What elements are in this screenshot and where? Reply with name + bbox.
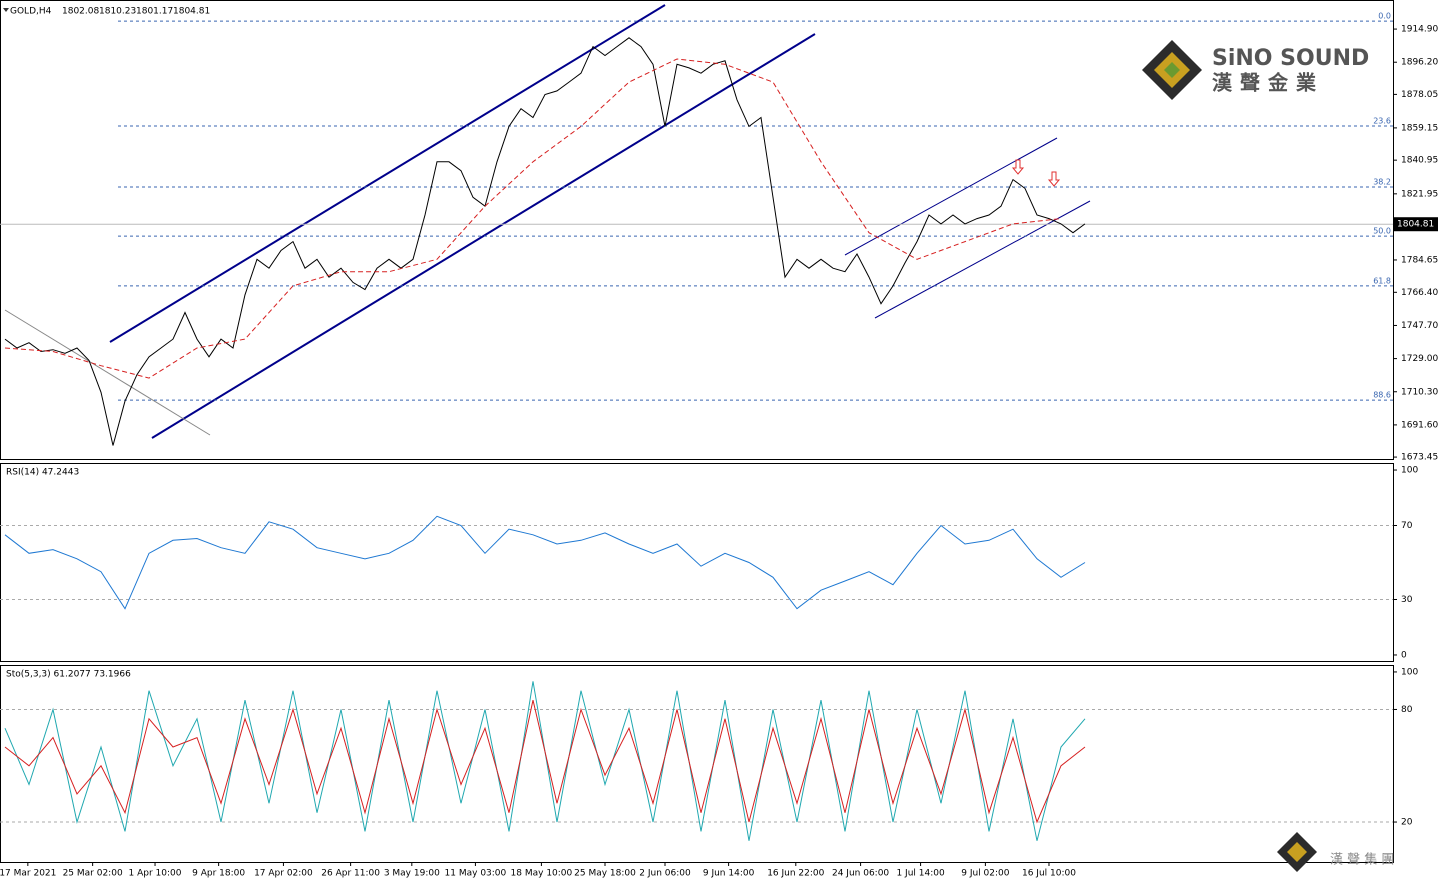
y-tick-label: 0 bbox=[1401, 650, 1407, 660]
y-tick-label: 1840.95 bbox=[1401, 156, 1438, 166]
y-tick-label: 80 bbox=[1401, 705, 1413, 715]
x-tick-label: 25 Mar 02:00 bbox=[63, 869, 123, 879]
y-tick-label: 1729.00 bbox=[1401, 354, 1438, 364]
x-tick-label: 24 Jun 06:00 bbox=[832, 869, 889, 879]
x-tick-label: 26 Apr 11:00 bbox=[321, 869, 380, 879]
ohlc-value: 1810.23 bbox=[99, 7, 136, 17]
channel-lines bbox=[4, 4, 1091, 439]
ohlc-value: 1802.08 bbox=[62, 7, 99, 17]
price-frame bbox=[0, 0, 1394, 460]
y-tick-label: 1896.20 bbox=[1401, 58, 1438, 68]
x-tick-label: 25 May 18:00 bbox=[574, 869, 636, 879]
logo-chinese: 漢聲金業 bbox=[1212, 71, 1324, 95]
rsi-frame bbox=[0, 463, 1394, 662]
trend-line bbox=[151, 33, 816, 439]
trend-line bbox=[4, 309, 211, 436]
y-tick-label: 70 bbox=[1401, 521, 1413, 531]
x-tick-label: 9 Jul 02:00 bbox=[961, 869, 1010, 879]
x-tick-label: 16 Jun 22:00 bbox=[767, 869, 824, 879]
fib-label: 88.6 bbox=[1373, 391, 1391, 400]
y-tick-label: 30 bbox=[1401, 595, 1413, 605]
y-tick-label: 20 bbox=[1401, 818, 1413, 828]
y-tick-label: 1673.45 bbox=[1401, 453, 1438, 463]
x-tick-label: 2 Jun 06:00 bbox=[639, 869, 691, 879]
x-tick-label: 1 Jul 14:00 bbox=[896, 869, 945, 879]
series-line bbox=[4, 515, 1086, 610]
series-line bbox=[4, 699, 1086, 824]
y-tick-label: 1784.65 bbox=[1401, 255, 1438, 265]
y-tick-label: 1859.15 bbox=[1401, 123, 1438, 133]
series-line bbox=[4, 681, 1086, 841]
y-tick-label: 100 bbox=[1401, 466, 1418, 476]
arrows bbox=[1011, 159, 1061, 187]
x-tick-label: 17 Apr 02:00 bbox=[254, 869, 313, 879]
logo-footer: 漢 聲 集 團 bbox=[1330, 852, 1394, 868]
fib-label: 38.2 bbox=[1373, 178, 1391, 187]
fib-label: 61.8 bbox=[1373, 276, 1391, 285]
logo-mark bbox=[1164, 62, 1180, 78]
trend-line bbox=[109, 4, 666, 343]
x-tick-label: 3 May 19:00 bbox=[384, 869, 440, 879]
sto-label: Sto(5,3,3) 61.2077 73.1966 bbox=[6, 670, 131, 680]
logo-mark bbox=[1287, 842, 1307, 862]
ohlc-value: 1801.17 bbox=[136, 7, 173, 17]
down-arrow bbox=[1011, 159, 1025, 175]
y-tick-label: 1691.60 bbox=[1401, 420, 1438, 430]
x-tick-label: 18 May 10:00 bbox=[511, 869, 573, 879]
x-tick-label: 17 Mar 2021 bbox=[0, 869, 56, 879]
trend-line bbox=[844, 137, 1058, 256]
x-tick-label: 1 Apr 10:00 bbox=[129, 869, 182, 879]
ohlc-header: 1802.08 1810.23 1801.17 1804.81 bbox=[62, 7, 210, 17]
x-tick-label: 9 Apr 18:00 bbox=[192, 869, 245, 879]
menu-arrow bbox=[3, 8, 9, 12]
logo-brand: SiNO SOUND bbox=[1212, 46, 1369, 71]
y-tick-label: 1914.90 bbox=[1401, 25, 1438, 35]
last-price-label: 1804.81 bbox=[1397, 220, 1434, 230]
x-tick-label: 16 Jul 10:00 bbox=[1022, 869, 1076, 879]
rsi-label: RSI(14) 47.2443 bbox=[6, 468, 79, 478]
y-tick-label: 1710.30 bbox=[1401, 387, 1438, 397]
y-tick-label: 100 bbox=[1401, 667, 1418, 677]
y-tick-label: 1821.95 bbox=[1401, 189, 1438, 199]
y-tick-label: 1766.40 bbox=[1401, 288, 1438, 298]
x-tick-label: 9 Jun 14:00 bbox=[703, 869, 755, 879]
chart-symbol: GOLD,H4 bbox=[10, 7, 52, 17]
last-price-tag bbox=[1394, 217, 1438, 232]
x-tick-label: 11 May 03:00 bbox=[445, 869, 507, 879]
sto-frame bbox=[0, 665, 1394, 863]
y-tick-label: 1747.70 bbox=[1401, 321, 1438, 331]
fib-label: 50.0 bbox=[1373, 227, 1391, 236]
down-arrow bbox=[1047, 171, 1061, 187]
y-tick-label: 1878.05 bbox=[1401, 90, 1438, 100]
ohlc-value: 1804.81 bbox=[173, 7, 210, 17]
fib-label: 0.0 bbox=[1378, 12, 1391, 21]
series-line bbox=[4, 58, 1062, 379]
logo: SiNO SOUND 漢聲金業 漢 聲 集 團 bbox=[1142, 40, 1394, 872]
series-line bbox=[4, 37, 1086, 446]
fib-label: 23.6 bbox=[1373, 117, 1391, 126]
